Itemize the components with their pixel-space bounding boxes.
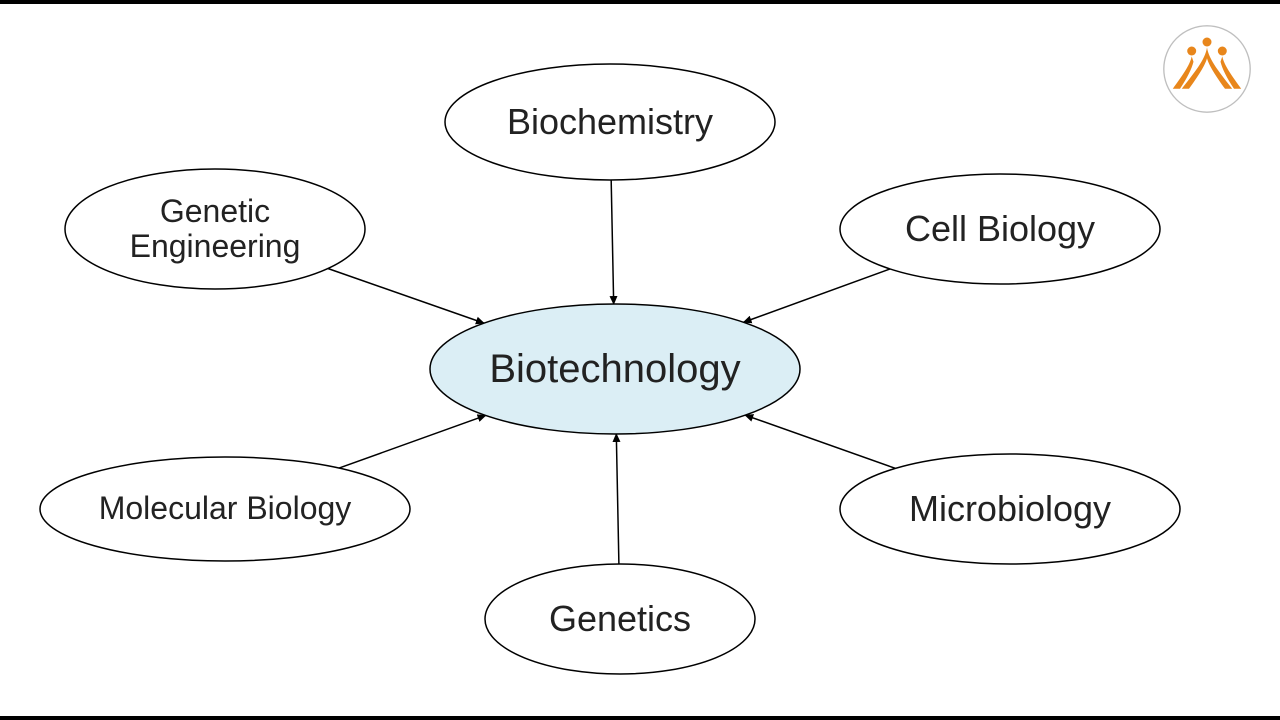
node-biotech — [430, 304, 800, 434]
node-molbio — [40, 457, 410, 561]
edge-micro-to-biotech — [745, 415, 895, 468]
node-biochem — [445, 64, 775, 180]
diagram-svg — [0, 4, 1280, 720]
edge-cellbio-to-biotech — [744, 269, 891, 322]
node-geneng — [65, 169, 365, 289]
edge-genetics-to-biotech — [616, 434, 619, 564]
brand-logo — [1162, 24, 1252, 114]
node-genetics — [485, 564, 755, 674]
edge-geneng-to-biotech — [328, 269, 484, 324]
edge-molbio-to-biotech — [339, 415, 486, 468]
edge-biochem-to-biotech — [611, 180, 614, 304]
node-cellbio — [840, 174, 1160, 284]
node-micro — [840, 454, 1180, 564]
diagram-canvas: BiotechnologyBiochemistryCell BiologyMic… — [0, 0, 1280, 720]
